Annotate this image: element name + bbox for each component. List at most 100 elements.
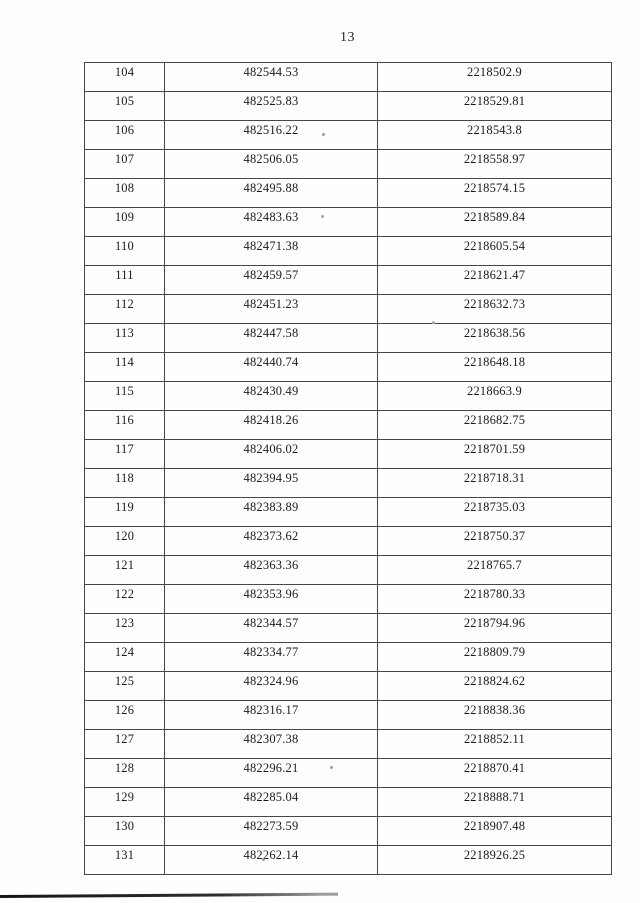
table-cell: 2218648.18 [377,352,612,382]
table-cell: 107 [84,149,165,179]
table-cell: 482447.58 [164,323,378,353]
table-row: 120 482373.62 2218750.37 [84,526,612,556]
table-cell: 115 [84,381,165,411]
table-cell: 482324.96 [164,671,378,701]
scan-speck [330,766,333,769]
table-row: 130 482273.59 2218907.48 [84,816,612,846]
table-cell: 110 [84,236,165,266]
table-cell: 2218718.31 [377,468,612,498]
table-cell: 104 [84,62,165,92]
table-row: 115 482430.49 2218663.9 [84,381,612,411]
table-row: 126 482316.17 2218838.36 [84,700,612,730]
table-cell: 2218701.59 [377,439,612,469]
table-cell: 482483.63 [164,207,378,237]
table-row: 104 482544.53 2218502.9 [84,62,612,92]
table-cell: 482394.95 [164,468,378,498]
table-cell: 482316.17 [164,700,378,730]
table-cell: 482516.22 [164,120,378,150]
table-cell: 126 [84,700,165,730]
table-cell: 482334.77 [164,642,378,672]
table-cell: 482406.02 [164,439,378,469]
scan-speck [321,215,324,218]
table-cell: 120 [84,526,165,556]
table-cell: 118 [84,468,165,498]
table-cell: 2218824.62 [377,671,612,701]
table-row: 129 482285.04 2218888.71 [84,787,612,817]
page-number: 13 [340,30,355,45]
table-cell: 482296.21 [164,758,378,788]
table-cell: 109 [84,207,165,237]
table-row: 111 482459.57 2218621.47 [84,265,612,295]
table-cell: 482262.14 [164,845,378,875]
table-cell: 2218574.15 [377,178,612,208]
table-row: 108 482495.88 2218574.15 [84,178,612,208]
table-row: 107 482506.05 2218558.97 [84,149,612,179]
table-row: 117 482406.02 2218701.59 [84,439,612,469]
table-cell: 2218502.9 [377,62,612,92]
table-cell: 482344.57 [164,613,378,643]
table-cell: 125 [84,671,165,701]
table-cell: 105 [84,91,165,121]
table-cell: 2218632.73 [377,294,612,324]
table-cell: 482440.74 [164,352,378,382]
table-row: 123 482344.57 2218794.96 [84,613,612,643]
table-cell: 124 [84,642,165,672]
table-cell: 131 [84,845,165,875]
scan-speck [432,321,435,324]
table-cell: 482273.59 [164,816,378,846]
table-cell: 482418.26 [164,410,378,440]
table-cell: 2218907.48 [377,816,612,846]
table-cell: 2218888.71 [377,787,612,817]
table-cell: 482471.38 [164,236,378,266]
table-cell: 482451.23 [164,294,378,324]
table-cell: 121 [84,555,165,585]
table-cell: 2218926.25 [377,845,612,875]
table-cell: 482307.38 [164,729,378,759]
table-cell: 128 [84,758,165,788]
table-cell: 482285.04 [164,787,378,817]
table-cell: 2218663.9 [377,381,612,411]
table-cell: 482430.49 [164,381,378,411]
table-cell: 111 [84,265,165,295]
table-cell: 117 [84,439,165,469]
table-cell: 2218605.54 [377,236,612,266]
table-cell: 2218543.8 [377,120,612,150]
table-cell: 2218750.37 [377,526,612,556]
table-row: 124 482334.77 2218809.79 [84,642,612,672]
table-cell: 2218621.47 [377,265,612,295]
table-cell: 482495.88 [164,178,378,208]
table-cell: 2218809.79 [377,642,612,672]
table-cell: 119 [84,497,165,527]
table-cell: 2218558.97 [377,149,612,179]
table-cell: 482373.62 [164,526,378,556]
scan-speck [262,858,265,861]
table-row: 112 482451.23 2218632.73 [84,294,612,324]
table-row: 105 482525.83 2218529.81 [84,91,612,121]
table-cell: 130 [84,816,165,846]
table-cell: 108 [84,178,165,208]
coordinates-table: 104 482544.53 2218502.9 105 482525.83 2218529… [84,62,612,875]
table-row: 122 482353.96 2218780.33 [84,584,612,614]
table-cell: 2218852.11 [377,729,612,759]
table-cell: 106 [84,120,165,150]
table-body: 104 482544.53 2218502.9 105 482525.83 2218529… [84,62,612,875]
table-row: 113 482447.58 2218638.56 [84,323,612,353]
table-row: 125 482324.96 2218824.62 [84,671,612,701]
table-cell: 114 [84,352,165,382]
table-cell: 2218838.36 [377,700,612,730]
table-row: 121 482363.36 2218765.7 [84,555,612,585]
table-cell: 129 [84,787,165,817]
table-row: 128 482296.21 2218870.41 [84,758,612,788]
table-row: 110 482471.38 2218605.54 [84,236,612,266]
table-cell: 2218735.03 [377,497,612,527]
table-row: 114 482440.74 2218648.18 [84,352,612,382]
table-cell: 482383.89 [164,497,378,527]
table-cell: 112 [84,294,165,324]
table-row: 109 482483.63 2218589.84 [84,207,612,237]
scan-speck [322,133,325,136]
table-cell: 113 [84,323,165,353]
table-cell: 482363.36 [164,555,378,585]
table-row: 127 482307.38 2218852.11 [84,729,612,759]
table-cell: 2218589.84 [377,207,612,237]
